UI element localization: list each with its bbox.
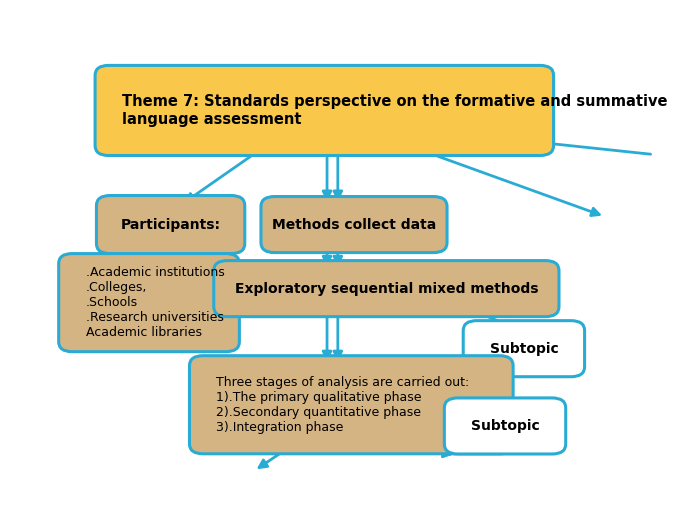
FancyBboxPatch shape [444,398,566,454]
FancyBboxPatch shape [214,261,559,317]
Text: Exploratory sequential mixed methods: Exploratory sequential mixed methods [235,282,538,296]
FancyBboxPatch shape [464,321,585,376]
Text: Subtopic: Subtopic [489,342,558,356]
Text: Theme 7: Standards perspective on the formative and summative
language assessmen: Theme 7: Standards perspective on the fo… [122,94,667,127]
FancyBboxPatch shape [97,196,245,254]
Text: Subtopic: Subtopic [470,419,539,433]
FancyBboxPatch shape [95,66,553,155]
FancyBboxPatch shape [261,197,447,253]
Text: Participants:: Participants: [120,217,221,231]
Text: Methods collect data: Methods collect data [272,217,436,231]
FancyBboxPatch shape [189,356,513,454]
Text: Three stages of analysis are carried out:
1).The primary qualitative phase
2).Se: Three stages of analysis are carried out… [216,376,470,434]
Text: .Academic institutions
.Colleges,
.Schools
.Research universities
Academic libra: .Academic institutions .Colleges, .Schoo… [86,266,224,339]
FancyBboxPatch shape [58,254,239,352]
